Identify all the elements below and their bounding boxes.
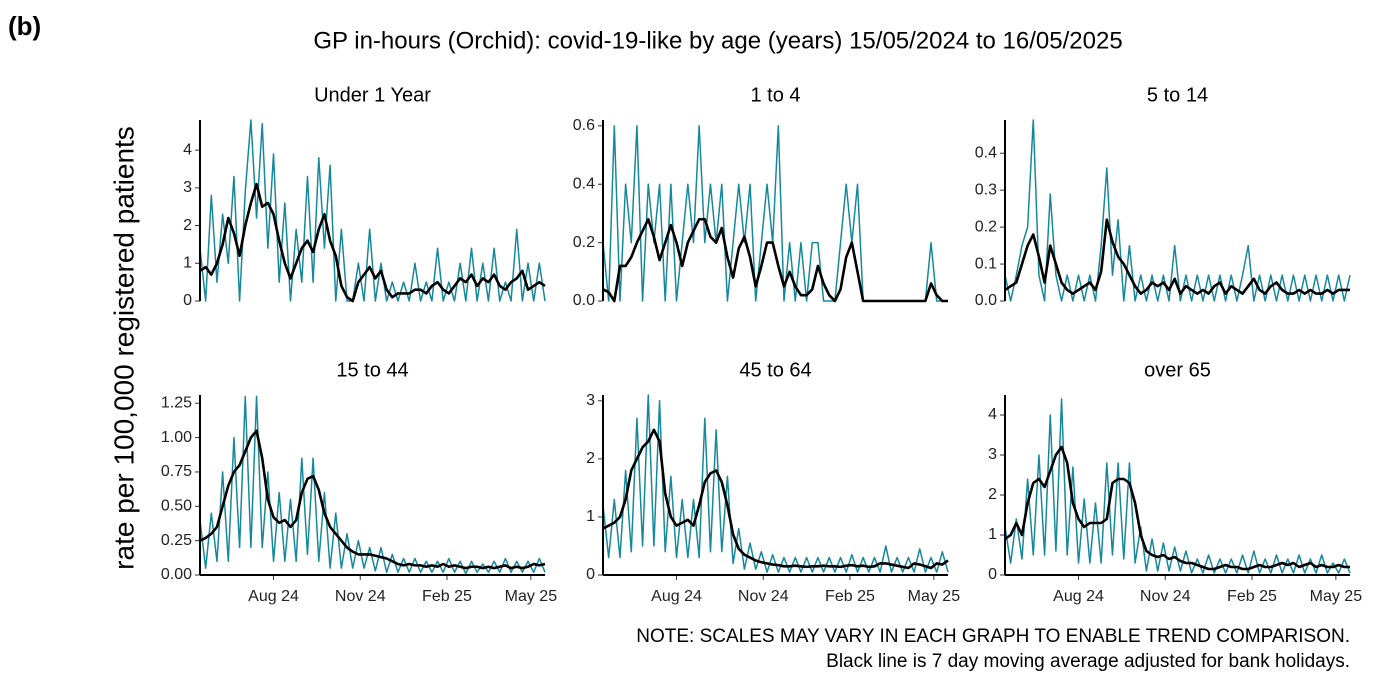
y-tick-label: 2 xyxy=(183,217,192,234)
x-tick-label: Nov 24 xyxy=(1140,588,1191,605)
y-tick-label: 0.0 xyxy=(975,292,997,309)
series-line xyxy=(199,119,546,302)
y-tick-label: 0.4 xyxy=(573,175,595,192)
series-line xyxy=(602,428,949,570)
series-line xyxy=(199,395,546,575)
y-tick-label: 0.2 xyxy=(573,234,595,251)
y-tick-label: 1 xyxy=(183,255,192,272)
x-tick-label: Aug 24 xyxy=(651,588,702,605)
series-line xyxy=(199,429,546,570)
y-axis-label: rate per 100,000 registered patients xyxy=(108,126,139,570)
x-tick-label: Nov 24 xyxy=(335,588,386,605)
y-tick-label: 3 xyxy=(183,179,192,196)
panel-label: (b) xyxy=(8,11,41,41)
y-tick-label: 0.50 xyxy=(161,498,192,515)
y-tick-label: 0.1 xyxy=(975,255,997,272)
y-tick-label: 0 xyxy=(586,566,595,583)
x-tick-label: May 25 xyxy=(1310,588,1363,605)
series-line xyxy=(1004,218,1350,295)
y-tick-label: 1 xyxy=(586,508,595,525)
series-line xyxy=(602,394,949,573)
x-tick-label: Feb 25 xyxy=(422,588,472,605)
x-tick-label: Aug 24 xyxy=(1053,588,1104,605)
note: Black line is 7 day moving average adjus… xyxy=(826,651,1350,672)
series-line xyxy=(1004,445,1350,571)
y-tick-label: 0.25 xyxy=(161,532,192,549)
series-line xyxy=(602,125,948,302)
y-tick-label: 0.2 xyxy=(975,218,997,235)
y-tick-label: 0.75 xyxy=(161,463,192,480)
y-tick-label: 4 xyxy=(183,141,192,158)
x-tick-label: Feb 25 xyxy=(825,588,875,605)
x-tick-label: Aug 24 xyxy=(248,588,299,605)
x-tick-label: May 25 xyxy=(908,588,961,605)
y-tick-label: 3 xyxy=(988,446,997,463)
panel-title: 45 to 64 xyxy=(739,359,811,381)
panel-title: 1 to 4 xyxy=(750,84,800,106)
panel-title: Under 1 Year xyxy=(314,84,431,106)
y-tick-label: 1 xyxy=(988,526,997,543)
y-tick-label: 0.0 xyxy=(573,292,595,309)
panel-title: 5 to 14 xyxy=(1147,84,1208,106)
y-tick-label: 2 xyxy=(586,450,595,467)
y-tick-label: 0.00 xyxy=(161,566,192,583)
series-line xyxy=(199,182,546,303)
y-tick-label: 0.6 xyxy=(573,117,595,134)
y-tick-label: 1.00 xyxy=(161,429,192,446)
note: NOTE: SCALES MAY VARY IN EACH GRAPH TO E… xyxy=(636,626,1350,647)
series-line xyxy=(602,217,948,303)
series-line xyxy=(1004,119,1351,302)
y-tick-label: 1.25 xyxy=(161,394,192,411)
x-tick-label: Nov 24 xyxy=(738,588,789,605)
panel-title: 15 to 44 xyxy=(336,359,408,381)
y-tick-label: 2 xyxy=(988,486,997,503)
y-tick-label: 0 xyxy=(183,292,192,309)
y-tick-label: 0 xyxy=(988,566,997,583)
panel-title: over 65 xyxy=(1144,359,1211,381)
x-tick-label: Feb 25 xyxy=(1227,588,1277,605)
x-tick-label: May 25 xyxy=(505,588,558,605)
y-tick-label: 3 xyxy=(586,392,595,409)
y-tick-label: 0.4 xyxy=(975,144,997,161)
chart-title: GP in-hours (Orchid): covid-19-like by a… xyxy=(313,27,1122,54)
series-line xyxy=(1004,398,1351,574)
y-tick-label: 0.3 xyxy=(975,181,997,198)
y-tick-label: 4 xyxy=(988,406,997,423)
